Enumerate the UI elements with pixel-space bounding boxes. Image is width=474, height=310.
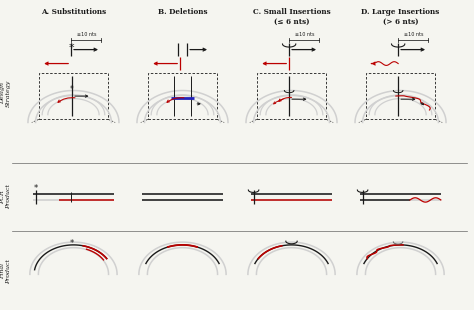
Text: *: * xyxy=(70,239,74,248)
Text: ≥10 nts: ≥10 nts xyxy=(403,32,423,37)
Text: A. Substitutions: A. Substitutions xyxy=(41,8,106,16)
Text: Final
Product: Final Product xyxy=(0,259,11,284)
Text: C. Small Insertions
(≤ 6 nts): C. Small Insertions (≤ 6 nts) xyxy=(253,8,330,25)
Text: ≥10 nts: ≥10 nts xyxy=(76,32,96,37)
Text: PCR
Product: PCR Product xyxy=(0,184,11,209)
Text: D. Large Insertions
(> 6 nts): D. Large Insertions (> 6 nts) xyxy=(361,8,440,25)
Bar xyxy=(39,73,108,119)
Text: *: * xyxy=(34,184,37,193)
Text: *: * xyxy=(70,85,74,95)
Text: *: * xyxy=(68,43,74,53)
Bar xyxy=(257,73,326,119)
Text: ≥10 nts: ≥10 nts xyxy=(294,32,314,37)
Bar xyxy=(366,73,435,119)
Text: Design
Strategy: Design Strategy xyxy=(0,79,11,107)
Text: B. Deletions: B. Deletions xyxy=(158,8,207,16)
Bar xyxy=(148,73,217,119)
